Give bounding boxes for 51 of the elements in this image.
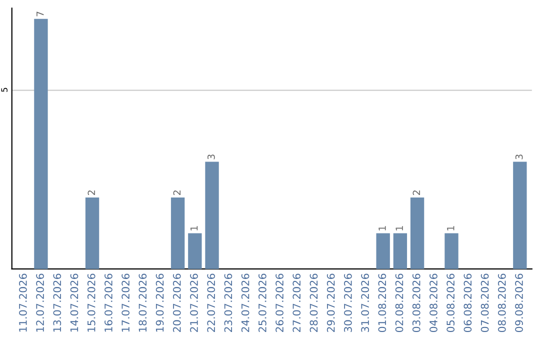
x-tick-label: 08.08.2026 xyxy=(498,274,506,332)
x-tick-label: 11.07.2026 xyxy=(18,274,27,332)
x-tick-label: 04.08.2026 xyxy=(430,274,438,332)
bar xyxy=(188,233,202,269)
x-tick-label: 19.07.2026 xyxy=(156,274,164,332)
x-tick-label: 20.07.2026 xyxy=(172,274,181,332)
x-tick-label: 22.07.2026 xyxy=(207,274,216,332)
x-tick-label: 21.07.2026 xyxy=(190,274,198,332)
x-tick-label: 24.07.2026 xyxy=(241,274,250,332)
data-label: 7 xyxy=(36,12,44,16)
data-label: 1 xyxy=(190,226,198,230)
x-tick-label: 27.07.2026 xyxy=(292,274,301,332)
bar xyxy=(85,197,100,269)
x-tick-label: 12.07.2026 xyxy=(36,274,44,332)
x-tick-label: 29.07.2026 xyxy=(326,274,335,332)
bar xyxy=(393,233,408,269)
x-tick-label: 30.07.2026 xyxy=(344,274,352,332)
data-label: 1 xyxy=(396,226,403,230)
x-tick-label: 06.08.2026 xyxy=(464,274,472,332)
x-tick-label: 26.07.2026 xyxy=(276,274,284,332)
x-tick-label: 17.07.2026 xyxy=(122,274,130,332)
data-label: 3 xyxy=(207,154,215,160)
data-label: 1 xyxy=(378,226,386,230)
bar xyxy=(34,18,48,269)
x-tick-label: 28.07.2026 xyxy=(310,274,318,332)
x-tick-label: 05.08.2026 xyxy=(446,274,455,332)
data-label: 2 xyxy=(88,190,95,195)
x-tick-label: 16.07.2026 xyxy=(104,274,112,332)
bar xyxy=(444,233,458,269)
bar xyxy=(513,162,527,269)
x-tick-label: 23.07.2026 xyxy=(224,274,232,332)
x-tick-label: 03.08.2026 xyxy=(412,274,420,332)
x-tick-label: 09.08.2026 xyxy=(515,274,523,332)
bar xyxy=(205,162,219,269)
data-label: 2 xyxy=(173,190,180,195)
bar xyxy=(376,233,390,269)
x-tick-label: 13.07.2026 xyxy=(53,274,62,332)
data-label: 1 xyxy=(447,226,454,230)
x-tick-label: 07.08.2026 xyxy=(480,274,489,332)
bar xyxy=(170,197,185,269)
x-tick-label: 25.07.2026 xyxy=(258,274,266,332)
x-tick-label: 18.07.2026 xyxy=(138,274,147,332)
data-label: 3 xyxy=(515,154,523,160)
x-tick-label: 15.07.2026 xyxy=(87,274,96,332)
x-tick-label: 14.07.2026 xyxy=(70,274,78,332)
y-tick-label: 5 xyxy=(1,88,8,92)
x-tick-label: 31.07.2026 xyxy=(361,274,369,332)
bar xyxy=(410,197,424,269)
x-tick-label: 02.08.2026 xyxy=(395,274,404,332)
data-label: 2 xyxy=(412,190,420,195)
x-tick-label: 01.08.2026 xyxy=(378,274,386,332)
